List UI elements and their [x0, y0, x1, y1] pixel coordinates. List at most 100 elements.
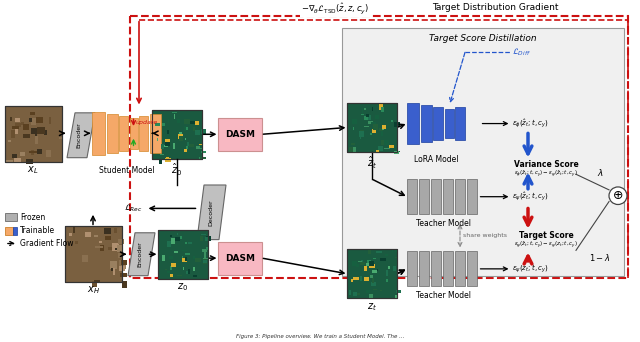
FancyBboxPatch shape	[10, 117, 12, 121]
FancyBboxPatch shape	[106, 114, 118, 153]
FancyBboxPatch shape	[389, 145, 394, 148]
Text: $z_t$: $z_t$	[367, 301, 377, 313]
FancyBboxPatch shape	[376, 150, 379, 152]
FancyBboxPatch shape	[184, 242, 187, 245]
FancyBboxPatch shape	[179, 132, 182, 135]
FancyBboxPatch shape	[347, 103, 397, 152]
FancyBboxPatch shape	[72, 227, 75, 233]
Text: $x_L$: $x_L$	[28, 165, 38, 176]
FancyBboxPatch shape	[152, 110, 202, 159]
FancyBboxPatch shape	[49, 117, 51, 124]
FancyBboxPatch shape	[382, 125, 386, 129]
Text: LoRA Model: LoRA Model	[415, 155, 459, 164]
FancyBboxPatch shape	[150, 114, 161, 153]
FancyBboxPatch shape	[95, 246, 103, 248]
FancyBboxPatch shape	[6, 160, 13, 163]
Text: $\hat{z}_t$: $\hat{z}_t$	[367, 155, 377, 171]
FancyBboxPatch shape	[364, 116, 367, 120]
FancyBboxPatch shape	[182, 258, 187, 262]
FancyBboxPatch shape	[431, 179, 441, 214]
FancyBboxPatch shape	[433, 107, 443, 140]
FancyBboxPatch shape	[182, 250, 187, 251]
FancyBboxPatch shape	[420, 105, 431, 142]
FancyBboxPatch shape	[204, 252, 206, 258]
FancyBboxPatch shape	[37, 127, 45, 134]
FancyBboxPatch shape	[218, 241, 262, 275]
FancyBboxPatch shape	[431, 251, 441, 286]
FancyBboxPatch shape	[109, 262, 116, 269]
FancyBboxPatch shape	[116, 245, 122, 252]
FancyBboxPatch shape	[182, 267, 184, 270]
FancyBboxPatch shape	[15, 118, 20, 122]
FancyBboxPatch shape	[31, 111, 35, 116]
FancyBboxPatch shape	[12, 126, 19, 129]
FancyBboxPatch shape	[158, 230, 208, 279]
Text: DASM: DASM	[225, 254, 255, 263]
Text: Decoder: Decoder	[209, 199, 214, 226]
FancyBboxPatch shape	[353, 292, 357, 297]
Text: Target Distribution Gradient: Target Distribution Gradient	[432, 3, 558, 12]
FancyBboxPatch shape	[372, 270, 378, 273]
Polygon shape	[128, 233, 155, 276]
FancyBboxPatch shape	[387, 279, 388, 282]
FancyBboxPatch shape	[165, 158, 171, 162]
FancyBboxPatch shape	[31, 128, 38, 134]
FancyBboxPatch shape	[364, 107, 365, 110]
FancyBboxPatch shape	[193, 128, 195, 131]
FancyBboxPatch shape	[201, 151, 206, 153]
FancyBboxPatch shape	[388, 266, 390, 269]
FancyBboxPatch shape	[29, 152, 36, 154]
FancyBboxPatch shape	[119, 116, 128, 151]
FancyBboxPatch shape	[115, 248, 118, 250]
FancyBboxPatch shape	[159, 159, 162, 164]
FancyBboxPatch shape	[395, 256, 398, 258]
FancyBboxPatch shape	[373, 258, 376, 259]
FancyBboxPatch shape	[111, 267, 114, 271]
FancyBboxPatch shape	[360, 130, 364, 134]
FancyBboxPatch shape	[26, 159, 33, 164]
FancyBboxPatch shape	[396, 290, 401, 293]
FancyBboxPatch shape	[92, 112, 105, 155]
FancyBboxPatch shape	[162, 255, 165, 261]
FancyBboxPatch shape	[5, 106, 62, 161]
FancyBboxPatch shape	[379, 105, 381, 109]
FancyBboxPatch shape	[100, 245, 104, 251]
FancyBboxPatch shape	[347, 249, 397, 298]
FancyBboxPatch shape	[445, 109, 454, 138]
FancyBboxPatch shape	[200, 157, 203, 160]
FancyBboxPatch shape	[193, 256, 195, 259]
Text: $\epsilon_\phi(\hat{z}_t; t, c_y)$: $\epsilon_\phi(\hat{z}_t; t, c_y)$	[512, 117, 549, 130]
FancyBboxPatch shape	[202, 259, 207, 264]
FancyBboxPatch shape	[15, 123, 20, 127]
FancyBboxPatch shape	[200, 145, 202, 148]
Text: share weights: share weights	[463, 233, 507, 238]
FancyBboxPatch shape	[36, 117, 44, 123]
FancyBboxPatch shape	[184, 119, 190, 124]
FancyBboxPatch shape	[85, 232, 92, 237]
FancyBboxPatch shape	[177, 275, 182, 276]
FancyBboxPatch shape	[175, 237, 180, 241]
FancyBboxPatch shape	[177, 119, 180, 123]
FancyBboxPatch shape	[352, 261, 356, 266]
FancyBboxPatch shape	[120, 260, 123, 265]
FancyBboxPatch shape	[185, 253, 190, 255]
Text: Gradient Flow: Gradient Flow	[20, 239, 74, 248]
FancyBboxPatch shape	[5, 213, 17, 221]
Text: Target Score: Target Score	[518, 231, 573, 240]
FancyBboxPatch shape	[360, 137, 361, 139]
FancyBboxPatch shape	[419, 251, 429, 286]
FancyBboxPatch shape	[23, 134, 30, 138]
FancyBboxPatch shape	[157, 138, 158, 141]
Text: DASM: DASM	[225, 130, 255, 139]
FancyBboxPatch shape	[59, 137, 63, 139]
FancyBboxPatch shape	[195, 258, 201, 262]
Text: Student Model: Student Model	[99, 167, 155, 175]
FancyBboxPatch shape	[206, 236, 211, 241]
FancyBboxPatch shape	[407, 103, 419, 144]
FancyBboxPatch shape	[374, 124, 378, 128]
FancyBboxPatch shape	[360, 262, 365, 265]
FancyBboxPatch shape	[376, 251, 382, 253]
FancyBboxPatch shape	[186, 127, 188, 130]
FancyBboxPatch shape	[467, 251, 477, 286]
FancyBboxPatch shape	[44, 130, 47, 135]
